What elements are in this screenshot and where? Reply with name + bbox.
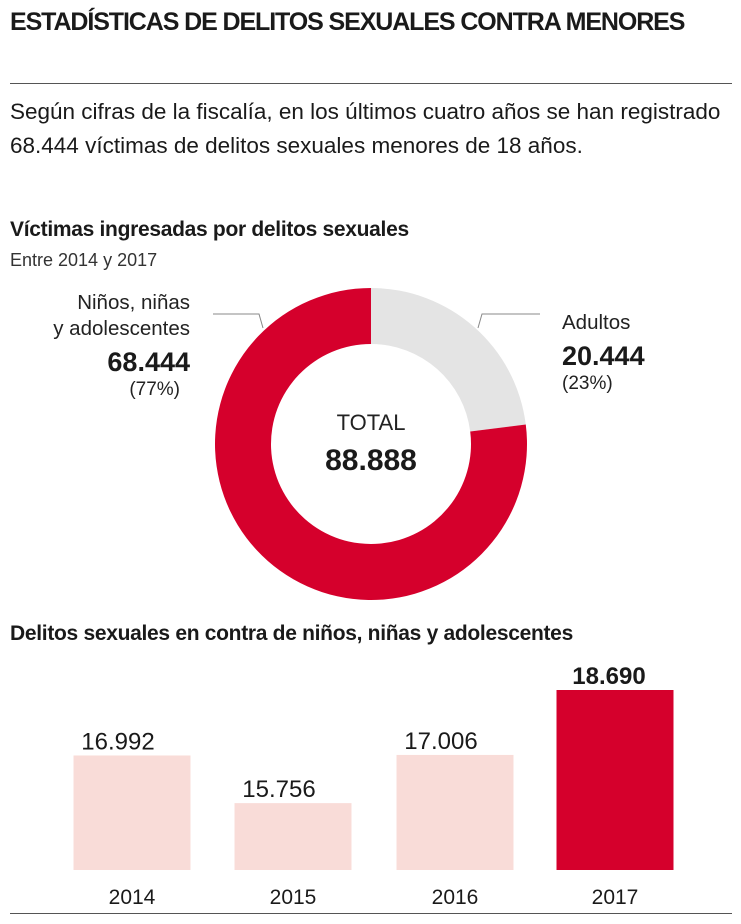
donut-center-label: TOTAL (336, 410, 406, 435)
page-title: ESTADÍSTICAS DE DELITOS SEXUALES CONTRA … (10, 8, 685, 36)
slice-minors-name-line2: y adolescentes (53, 317, 190, 340)
slice-label-minors: Niños, niñas y adolescentes 68.444 (77%) (53, 290, 190, 402)
leader-line-adults (477, 313, 540, 329)
donut-slice-minors (214, 288, 527, 600)
slice-adults-name: Adultos (562, 311, 631, 334)
bar-chart-title: Delitos sexuales en contra de niños, niñ… (10, 622, 573, 645)
slice-minors-value: 68.444 (107, 347, 190, 377)
bar-chart: 16.992 2014 15.756 2015 17.006 2016 18.690 2017 (73, 663, 674, 909)
slice-minors-percent: (77%) (129, 379, 180, 400)
bar-2014 (73, 755, 191, 870)
donut-subtitle: Entre 2014 y 2017 (10, 250, 158, 270)
top-divider (10, 83, 732, 84)
bar-2017 (556, 690, 674, 870)
bar-value-label: 16.992 (81, 728, 154, 755)
donut-title: Víctimas ingresadas por delitos sexuales (10, 218, 409, 241)
bar-2016 (396, 754, 514, 870)
slice-minors-name-line1: Niños, niñas (77, 291, 190, 314)
bar-category-label: 2014 (109, 886, 156, 909)
donut-slice-adults (371, 288, 526, 432)
donut-center-value: 88.888 (325, 444, 417, 477)
slice-adults-value: 20.444 (562, 341, 645, 371)
bar-value-label: 17.006 (404, 728, 477, 755)
intro-text: Según cifras de la fiscalía, en los últi… (10, 99, 721, 158)
bar-category-label: 2015 (270, 886, 317, 909)
donut-chart (213, 288, 540, 600)
bar-value-label: 15.756 (242, 776, 315, 803)
bar-category-label: 2016 (432, 886, 479, 909)
bar-category-label: 2017 (592, 886, 639, 909)
slice-label-adults: Adultos 20.444 (23%) (562, 310, 645, 396)
slice-adults-percent: (23%) (562, 373, 613, 394)
bottom-divider (10, 913, 732, 914)
bar-value-label: 18.690 (572, 663, 645, 690)
bar-2015 (234, 803, 352, 870)
leader-line-minors (213, 313, 264, 329)
